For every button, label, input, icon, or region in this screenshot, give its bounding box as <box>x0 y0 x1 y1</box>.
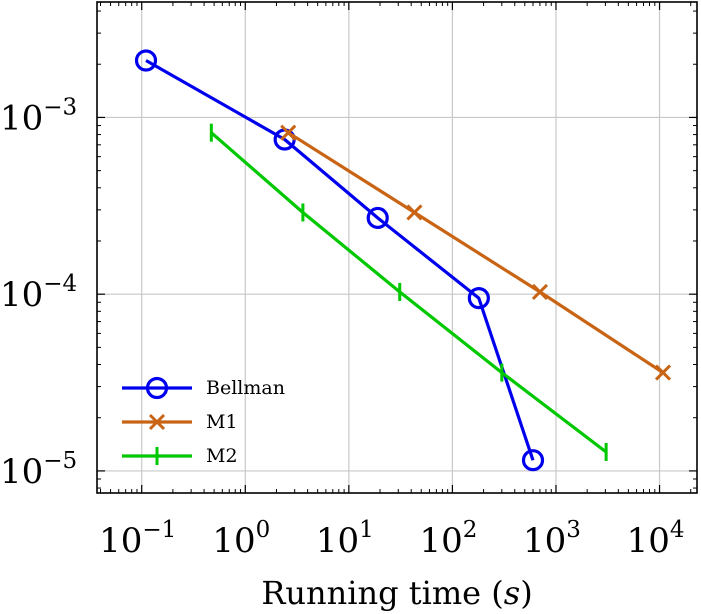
legend-entry-bellman: Bellman <box>122 376 285 400</box>
x-tick-base: 10 <box>212 521 255 561</box>
marker-stroke <box>280 124 297 141</box>
data-point <box>366 206 389 230</box>
y-tick-base: 10 <box>0 98 43 138</box>
marker-stroke <box>654 364 672 381</box>
series-line <box>210 131 608 454</box>
y-tick-base: 10 <box>0 275 43 315</box>
marker-stroke <box>148 413 166 431</box>
x-tick-exponent: 4 <box>670 517 685 543</box>
x-tick-label: 104 <box>627 517 685 561</box>
x-tick-label: 10−1 <box>99 517 176 561</box>
y-tick-exponent: −5 <box>43 448 77 474</box>
plot-frame <box>96 1 698 494</box>
y-tick-label: 10−5 <box>0 448 77 492</box>
data-point <box>134 49 158 72</box>
x-tick-exponent: 2 <box>463 517 478 543</box>
y-tick-base: 10 <box>0 452 43 492</box>
x-tick-exponent: 0 <box>256 517 271 543</box>
legend-entry-m2: M2 <box>122 445 238 467</box>
legend-label: Bellman <box>206 377 285 399</box>
y-tick-label: 10−4 <box>0 271 77 315</box>
x-tick-exponent: 3 <box>566 517 581 543</box>
series-line <box>145 59 535 461</box>
legend: Bellman M1 M2 <box>122 376 285 467</box>
x-axis-title-unit: s <box>504 574 520 612</box>
series-m2 <box>209 123 608 461</box>
data-point <box>654 364 672 381</box>
x-tick-base: 10 <box>419 521 462 561</box>
legend-label: M1 <box>206 411 238 433</box>
series-line <box>287 131 664 374</box>
y-tick-exponent: −3 <box>43 94 77 120</box>
legend-entry-m1: M1 <box>122 411 238 433</box>
x-tick-label: 100 <box>212 517 270 561</box>
legend-marker <box>148 413 166 431</box>
x-tick-base: 10 <box>99 521 142 561</box>
x-tick-base: 10 <box>316 521 359 561</box>
x-axis-title-text: Running time ( <box>261 574 503 612</box>
series-layer <box>134 49 672 472</box>
x-tick-base: 10 <box>523 521 566 561</box>
data-point <box>406 204 423 221</box>
data-point <box>521 449 545 472</box>
x-tick-exponent: −1 <box>142 517 176 543</box>
y-tick-label: 10−3 <box>0 94 77 138</box>
data-point <box>280 124 297 141</box>
legend-label: M2 <box>206 445 238 467</box>
x-tick-label: 103 <box>523 517 581 561</box>
data-point <box>531 283 548 300</box>
x-tick-label: 101 <box>316 517 374 561</box>
x-axis-title-text: ) <box>520 574 532 612</box>
marker-stroke <box>531 283 548 300</box>
series-m1 <box>280 124 672 381</box>
y-tick-exponent: −4 <box>43 271 77 297</box>
x-tick-label: 102 <box>419 517 477 561</box>
legend-marker <box>145 376 169 400</box>
series-bellman <box>134 49 545 472</box>
x-axis-title: Running time (s) <box>261 574 532 612</box>
data-point <box>467 287 490 310</box>
x-tick-exponent: 1 <box>359 517 374 543</box>
x-tick-base: 10 <box>627 521 670 561</box>
axis-ticks <box>97 2 697 493</box>
marker-stroke <box>406 204 423 221</box>
grid <box>97 2 697 493</box>
